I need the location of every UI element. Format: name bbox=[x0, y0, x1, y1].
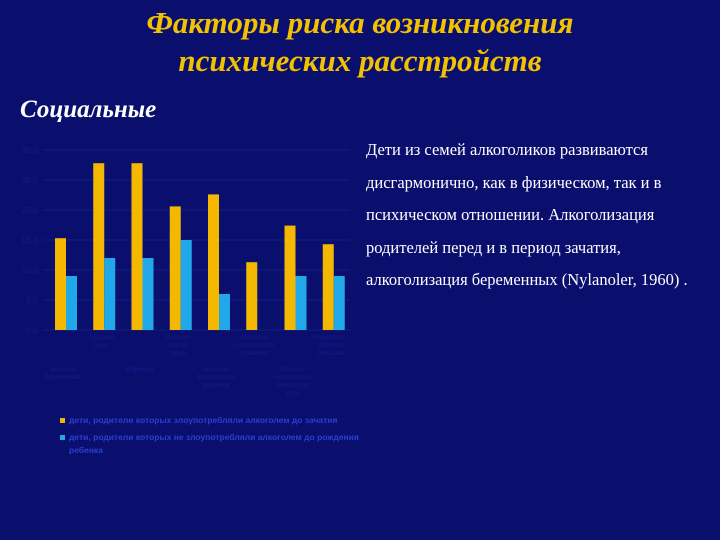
legend-item-series-2: дети, родители которых не злоупотребляли… bbox=[60, 431, 360, 457]
legend-label-series-1: дети, родители которых злоупотребляли ал… bbox=[69, 415, 338, 425]
bar-series-1 bbox=[169, 206, 181, 330]
x-tick-label: задержка психического развития bbox=[234, 333, 275, 357]
body-paragraph: Дети из семей алкоголиков развиваются ди… bbox=[366, 140, 688, 289]
bar-series-2 bbox=[219, 294, 230, 330]
y-tick-label: 10,0 bbox=[21, 265, 38, 275]
y-tick-label: 0,0 bbox=[26, 325, 38, 335]
bar-series-1 bbox=[284, 225, 296, 330]
bar-series-1 bbox=[208, 194, 219, 330]
x-tick-label: задержка физического развития bbox=[197, 365, 235, 389]
bar-series-2 bbox=[333, 276, 345, 330]
section-subtitle: Социальные bbox=[20, 96, 157, 123]
bar-series-2 bbox=[66, 276, 77, 330]
x-tick-label: асфиксия bbox=[126, 365, 155, 373]
bar-series-1 bbox=[246, 262, 258, 330]
y-tick-label: 5,0 bbox=[26, 295, 38, 305]
bar-series-1 bbox=[55, 238, 66, 330]
bar-chart: 0,0 5,0 10,0 15,0 20,0 25,0 30,0 токсикоз береме… bbox=[16, 130, 350, 415]
bar-series-1 bbox=[93, 163, 105, 330]
legend-swatch-series-2 bbox=[60, 435, 65, 440]
chart-legend: дети, родители которых злоупотребляли ал… bbox=[60, 414, 360, 461]
slide-title: Факторы риска возникновения психических … bbox=[0, 4, 720, 80]
bar-series-2 bbox=[295, 276, 307, 330]
x-tick-label: Инфекции с потерей сознания bbox=[313, 333, 349, 357]
legend-label-series-2: дети, родители которых не злоупотребляли… bbox=[69, 432, 359, 455]
bar-chart-svg: 0,0 5,0 10,0 15,0 20,0 25,0 30,0 токсикоз береме… bbox=[21, 145, 350, 397]
title-line-2: психических расстройств bbox=[178, 43, 542, 78]
bar-series-1 bbox=[322, 244, 334, 330]
legend-item-series-1: дети, родители которых злоупотребляли ал… bbox=[60, 414, 360, 427]
y-tick-label: 15,0 bbox=[21, 235, 38, 245]
y-tick-label: 25,0 bbox=[21, 175, 38, 185]
x-tick-label: Позднее взятие груди bbox=[166, 333, 191, 357]
x-tick-label: Трудные роды bbox=[89, 333, 115, 349]
x-tick-label: Тяжелые соматические болезни до года bbox=[272, 365, 313, 397]
bar-series-1 bbox=[131, 163, 143, 330]
bar-series-2 bbox=[142, 258, 154, 330]
title-line-1: Факторы риска возникновения bbox=[146, 5, 574, 40]
bar-series-2 bbox=[180, 240, 192, 330]
y-tick-label: 30,0 bbox=[21, 145, 38, 155]
y-tick-label: 20,0 bbox=[21, 205, 38, 215]
bar-series-2 bbox=[104, 258, 116, 330]
x-tick-label: токсикоз беременных bbox=[45, 365, 82, 381]
legend-swatch-series-1 bbox=[60, 418, 65, 423]
